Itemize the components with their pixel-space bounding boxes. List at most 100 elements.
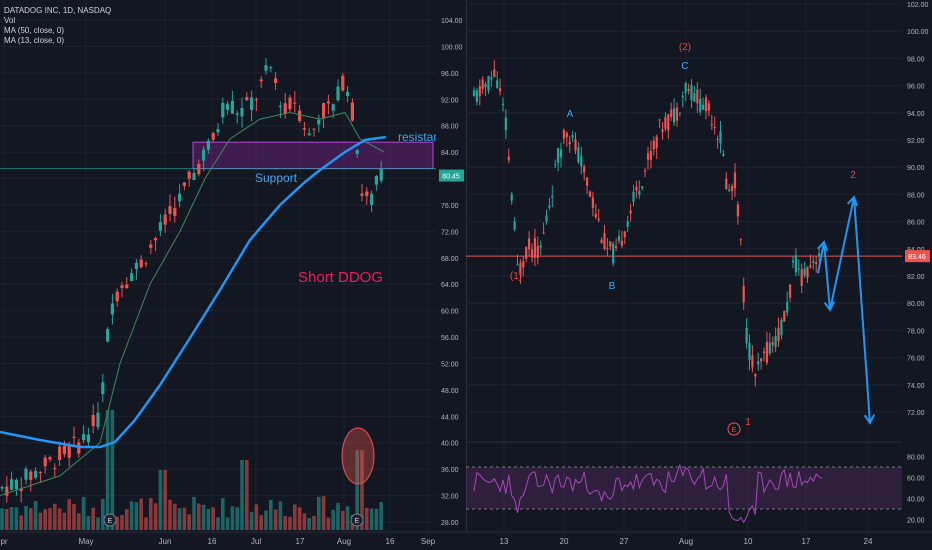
support-resistance-zone <box>192 141 434 170</box>
candle <box>331 104 335 111</box>
candle <box>163 214 167 225</box>
candle <box>528 238 531 250</box>
right-chart-panel[interactable]: (1) A B (2) C 1 2 E 102.00 100.00 98.00 96.00 94.00 9… <box>466 0 932 550</box>
volume-bar <box>360 450 364 530</box>
candle <box>664 116 667 129</box>
candle <box>736 204 739 217</box>
volume-bar <box>240 460 244 530</box>
volume-bar <box>254 504 259 530</box>
candle <box>274 78 278 83</box>
volume-bar <box>139 498 143 530</box>
volume-bar <box>62 512 67 530</box>
candle <box>168 206 172 214</box>
rsi-axis-tick: 20.00 <box>907 518 925 525</box>
volume-bar <box>77 513 81 530</box>
candle <box>751 355 754 368</box>
candle <box>675 107 679 121</box>
support-label: Support <box>255 171 298 185</box>
candle <box>516 264 519 266</box>
ma50-legend[interactable]: MA (50, close, 0) <box>4 26 65 35</box>
candle <box>812 261 815 263</box>
candle <box>713 126 716 128</box>
candle <box>542 232 545 234</box>
candle <box>504 117 507 131</box>
price-axis-tick: 68.00 <box>441 256 459 263</box>
candle <box>580 155 583 167</box>
volume-bar <box>259 515 263 530</box>
price-axis-tick: 100.00 <box>441 44 463 51</box>
volume-bar <box>206 508 211 530</box>
rsi-axis-tick: 80.00 <box>907 455 925 462</box>
candle <box>115 291 119 302</box>
time-axis-tick: Aug <box>337 537 351 546</box>
volume-bar <box>53 503 57 530</box>
candle <box>696 89 699 104</box>
earnings-volume-highlight <box>341 427 375 485</box>
volume-bar <box>19 515 23 530</box>
candle <box>545 215 548 222</box>
price-axis-tick: 92.00 <box>441 97 459 104</box>
volume-bar <box>278 501 283 530</box>
candle <box>809 265 812 268</box>
candle <box>754 373 757 377</box>
candle <box>789 284 792 298</box>
volume-bar <box>336 503 340 530</box>
candle <box>794 255 797 273</box>
volume-bar <box>355 450 359 530</box>
volume-bar <box>269 499 273 530</box>
earnings-marker <box>103 513 117 527</box>
time-axis-tick: 17 <box>802 537 811 546</box>
candle <box>269 67 273 69</box>
time-axis-tick: 10 <box>744 537 753 546</box>
time-axis-tick: 20 <box>560 537 569 546</box>
candle <box>307 133 311 135</box>
symbol-line[interactable]: DATADOG INC, 1D, NASDAQ <box>4 6 112 15</box>
price-axis-tick: 90.00 <box>907 165 925 172</box>
rsi-band <box>466 467 902 509</box>
candle <box>617 236 621 241</box>
candle <box>202 149 206 161</box>
candle <box>800 269 803 287</box>
candle <box>293 102 297 104</box>
candle <box>62 445 66 455</box>
wave-label-2: 2 <box>850 170 856 181</box>
candle <box>791 260 795 263</box>
rsi-line <box>473 463 823 524</box>
earnings-marker-label: E <box>732 427 737 434</box>
right-chart-canvas[interactable]: (1) A B (2) C 1 2 E 102.00 100.00 98.00 96.00 94.00 9… <box>466 0 932 550</box>
volume-bar <box>120 514 124 530</box>
volume-bar <box>230 506 235 530</box>
candle <box>728 189 731 191</box>
candle <box>496 80 499 89</box>
volume-bar <box>192 496 196 530</box>
candle <box>626 221 629 227</box>
left-chart-panel[interactable]: E E Support resistance Short DDOG 104.00 100.0… <box>0 0 467 550</box>
volume-bar <box>5 508 9 530</box>
candle <box>216 129 220 133</box>
volume-bar <box>144 517 148 530</box>
candle <box>24 468 28 480</box>
candle <box>606 247 609 249</box>
price-axis-tick: 98.00 <box>907 56 925 63</box>
volume-legend[interactable]: Vol <box>4 16 16 25</box>
ma13-legend[interactable]: MA (13, close, 0) <box>4 36 65 45</box>
volume-bar <box>245 460 249 530</box>
candle <box>588 191 592 197</box>
time-axis-tick: 17 <box>296 537 305 546</box>
volume-bar <box>264 510 268 530</box>
candle <box>603 233 606 250</box>
candle <box>571 135 574 138</box>
candle <box>72 436 76 438</box>
candle <box>641 186 644 189</box>
candle <box>67 444 71 458</box>
volume-bar <box>341 510 345 530</box>
candle <box>818 253 821 257</box>
candle <box>620 240 623 246</box>
candle <box>586 177 589 186</box>
volume-bar <box>14 507 19 530</box>
price-tag-label: 80.45 <box>442 174 460 181</box>
candle <box>629 210 632 214</box>
candle <box>702 104 705 110</box>
candle <box>594 213 597 218</box>
